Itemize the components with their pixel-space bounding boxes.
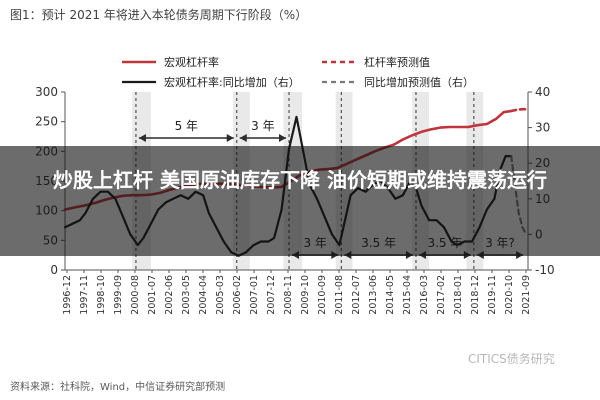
- x-tick-label: 2008-11: [283, 275, 294, 315]
- x-tick-label: 2000-08: [130, 275, 141, 315]
- period-arrow-head: [279, 134, 287, 142]
- left-tick-label: 300: [35, 85, 58, 99]
- period-arrow-head: [226, 134, 234, 142]
- legend-label: 同比增加预测值（右）: [364, 75, 474, 89]
- x-tick-label: 1996-12: [62, 275, 73, 315]
- headline-banner: [0, 146, 600, 256]
- x-tick-label: 2018-12: [470, 275, 481, 315]
- x-tick-label: 2015-04: [402, 275, 413, 315]
- x-tick-label: 2013-06: [368, 275, 379, 315]
- period-label: 5 年: [175, 119, 198, 133]
- x-tick-label: 2019-11: [487, 275, 498, 315]
- period-arrow-head: [239, 134, 247, 142]
- x-tick-label: 2012-07: [351, 275, 362, 315]
- legend-label: 宏观杠杆率: [164, 55, 219, 69]
- x-tick-label: 2014-05: [385, 275, 396, 315]
- legend-label: 杠杆率预测值: [364, 55, 430, 69]
- headline-banner-text: 炒股上杠杆 美国原油库存下降 油价短期或维持震荡运行: [53, 168, 547, 192]
- figure-title: 图1：预计 2021 年将进入本轮债务周期下行阶段（%）: [10, 8, 308, 22]
- right-tick-label: 30: [535, 121, 550, 135]
- x-tick-label: 1998-10: [96, 275, 107, 315]
- x-tick-label: 2007-12: [266, 275, 277, 315]
- x-tick-label: 2009-10: [300, 275, 311, 315]
- x-tick-label: 2021-09: [521, 275, 532, 315]
- right-tick-label: 40: [535, 85, 550, 99]
- x-tick-label: 2020-10: [504, 275, 515, 315]
- x-tick-label: 1999-09: [113, 275, 124, 315]
- x-tick-label: 2011-08: [334, 275, 345, 315]
- right-tick-label: -10: [535, 263, 555, 277]
- x-tick-label: 2016-03: [419, 275, 430, 315]
- watermark-text: CITICS债务研究: [468, 352, 555, 366]
- left-tick-label: 0: [50, 263, 58, 277]
- x-tick-label: 2010-09: [317, 275, 328, 315]
- legend-label: 宏观杠杆率:同比增加（右）: [164, 75, 300, 89]
- x-tick-label: 2007-01: [249, 275, 260, 315]
- left-tick-label: 250: [35, 115, 58, 129]
- x-tick-label: 2017-02: [436, 275, 447, 315]
- x-tick-label: 2004-04: [198, 275, 209, 315]
- x-tick-label: 1997-11: [79, 275, 90, 315]
- period-label: 3 年: [251, 119, 274, 133]
- period-arrow-head: [138, 134, 146, 142]
- source-note: 资料来源：社科院，Wind，中信证券研究部预测: [10, 382, 226, 393]
- x-tick-label: 2003-05: [181, 275, 192, 315]
- leverage-forecast-line: [509, 107, 530, 113]
- x-tick-label: 2005-03: [215, 275, 226, 315]
- x-tick-label: 2006-02: [232, 275, 243, 315]
- x-tick-label: 2001-07: [147, 275, 158, 315]
- x-tick-label: 2002-06: [164, 275, 175, 315]
- x-tick-label: 2018-01: [453, 275, 464, 315]
